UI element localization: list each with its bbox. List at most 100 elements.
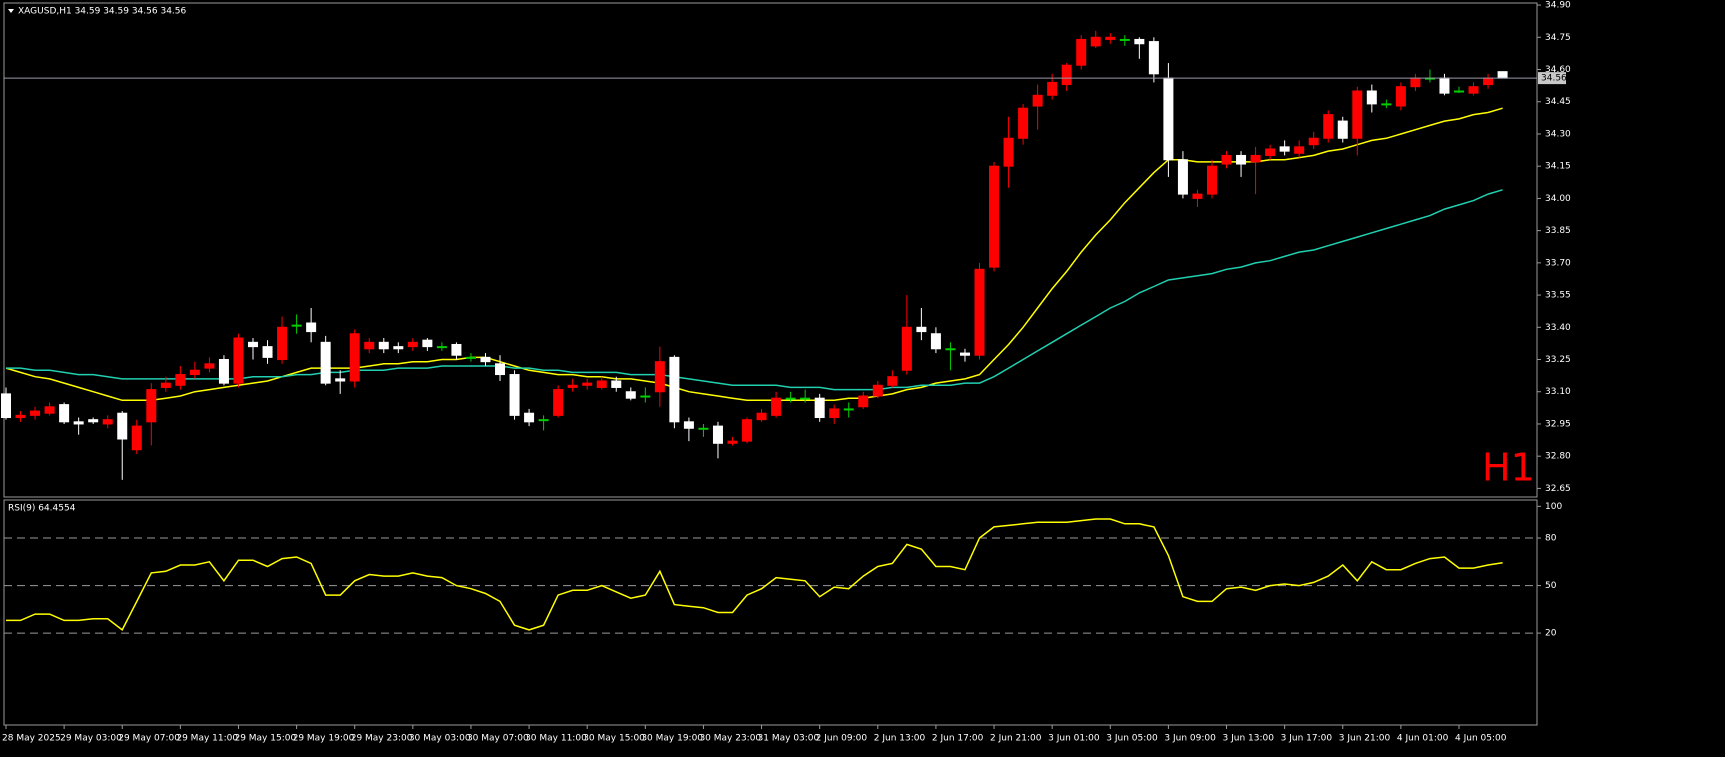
x-tick-label: 28 May 2025 xyxy=(2,734,61,744)
candle-body xyxy=(901,326,912,371)
candle-body xyxy=(1454,90,1464,93)
candle-body xyxy=(1352,90,1363,139)
x-tick-label: 3 Jun 05:00 xyxy=(1106,734,1158,744)
candle-body xyxy=(1323,114,1334,139)
candle-body xyxy=(1468,86,1479,94)
x-tick-label: 29 May 03:00 xyxy=(60,734,122,744)
y-tick-label: 34.15 xyxy=(1545,162,1571,172)
candle-body xyxy=(930,333,941,350)
candle-body xyxy=(465,356,476,359)
main-panel xyxy=(3,2,1538,498)
x-tick-label: 29 May 19:00 xyxy=(293,734,355,744)
candle-body xyxy=(1032,94,1043,107)
menu-arrow xyxy=(8,9,14,13)
y-tick-label: 34.90 xyxy=(1545,1,1571,11)
candle-body xyxy=(233,337,244,384)
x-tick-label: 29 May 11:00 xyxy=(176,734,238,744)
last-price-box xyxy=(1538,72,1566,85)
candle-body xyxy=(625,391,636,399)
candle-body xyxy=(1105,36,1116,40)
x-tick-label: 31 May 03:00 xyxy=(758,734,820,744)
candle-body xyxy=(277,326,288,361)
candle-body xyxy=(378,341,389,350)
candle-body xyxy=(611,380,622,388)
x-tick-label: 30 May 11:00 xyxy=(525,734,587,744)
candle-body xyxy=(974,268,985,356)
candle-body xyxy=(1221,154,1232,165)
candle-body xyxy=(364,341,375,350)
y-tick-label: 33.55 xyxy=(1545,291,1571,301)
x-tick-label: 30 May 03:00 xyxy=(409,734,471,744)
candle-body xyxy=(1381,103,1392,106)
y-tick-label: 20 xyxy=(1545,629,1557,639)
candle-body xyxy=(669,356,680,423)
moving-average xyxy=(6,189,1503,391)
x-tick-label: 30 May 19:00 xyxy=(641,734,703,744)
candle-body xyxy=(887,376,898,386)
candle-body xyxy=(1076,38,1087,66)
candle-body xyxy=(146,389,157,423)
candle-body xyxy=(538,419,549,422)
x-tick-label: 29 May 07:00 xyxy=(118,734,180,744)
candle-body xyxy=(945,348,956,351)
candle-body xyxy=(843,408,854,411)
candle-body xyxy=(59,404,70,423)
candle-body xyxy=(1148,41,1159,75)
y-tick-label: 33.25 xyxy=(1545,355,1571,365)
candle-body xyxy=(959,352,970,356)
y-tick-label: 34.60 xyxy=(1545,65,1571,75)
candle-body xyxy=(73,421,84,425)
candle-body xyxy=(1236,154,1247,165)
candle-body xyxy=(1003,137,1014,167)
candle-body xyxy=(1395,86,1406,107)
candle-body xyxy=(1279,146,1290,152)
x-tick-label: 29 May 23:00 xyxy=(351,734,413,744)
candle-body xyxy=(248,341,259,348)
candle-body xyxy=(814,397,825,419)
x-tick-label: 30 May 07:00 xyxy=(467,734,529,744)
y-tick-label: 34.75 xyxy=(1545,33,1571,43)
candle-body xyxy=(654,361,665,393)
candle-body xyxy=(1250,154,1261,163)
x-tick-label: 3 Jun 17:00 xyxy=(1281,734,1333,744)
candle-body xyxy=(480,356,491,363)
candle-body xyxy=(1,393,11,419)
y-tick-label: 100 xyxy=(1545,502,1562,512)
x-tick-label: 29 May 15:00 xyxy=(234,734,296,744)
y-tick-label: 32.80 xyxy=(1545,452,1571,462)
candle-body xyxy=(742,419,753,442)
x-tick-label: 3 Jun 01:00 xyxy=(1048,734,1100,744)
candle-body xyxy=(771,397,782,416)
candle-body xyxy=(1163,77,1174,161)
chart-title: XAGUSD,H1 34.59 34.59 34.56 34.56 xyxy=(18,7,187,17)
y-tick-label: 33.85 xyxy=(1545,226,1571,236)
x-tick-label: 2 Jun 09:00 xyxy=(816,734,868,744)
candle-body xyxy=(1337,120,1348,139)
x-tick-label: 3 Jun 13:00 xyxy=(1223,734,1275,744)
x-tick-label: 4 Jun 01:00 xyxy=(1397,734,1449,744)
candle-body xyxy=(509,374,520,416)
moving-average xyxy=(5,107,1503,402)
candle-body xyxy=(44,406,55,414)
y-tick-label: 34.45 xyxy=(1545,97,1571,107)
rsi-panel xyxy=(3,499,1538,726)
candle-body xyxy=(1265,148,1276,156)
candle-body xyxy=(1497,71,1508,79)
candle-body xyxy=(30,410,41,416)
rsi-title: RSI(9) 64.4554 xyxy=(8,504,76,514)
x-tick-label: 3 Jun 21:00 xyxy=(1339,734,1391,744)
candle-body xyxy=(1308,137,1319,146)
candle-body xyxy=(495,363,506,376)
candle-body xyxy=(858,395,869,408)
candle-body xyxy=(291,324,302,327)
candle-body xyxy=(989,165,1000,268)
candle-body xyxy=(88,419,99,423)
candle-body xyxy=(306,322,317,333)
candle-body xyxy=(1047,81,1058,96)
candle-body xyxy=(451,343,462,356)
y-tick-label: 33.40 xyxy=(1545,323,1571,333)
candle-body xyxy=(1294,146,1305,154)
candle-body xyxy=(712,425,723,444)
candle-body xyxy=(189,369,200,376)
